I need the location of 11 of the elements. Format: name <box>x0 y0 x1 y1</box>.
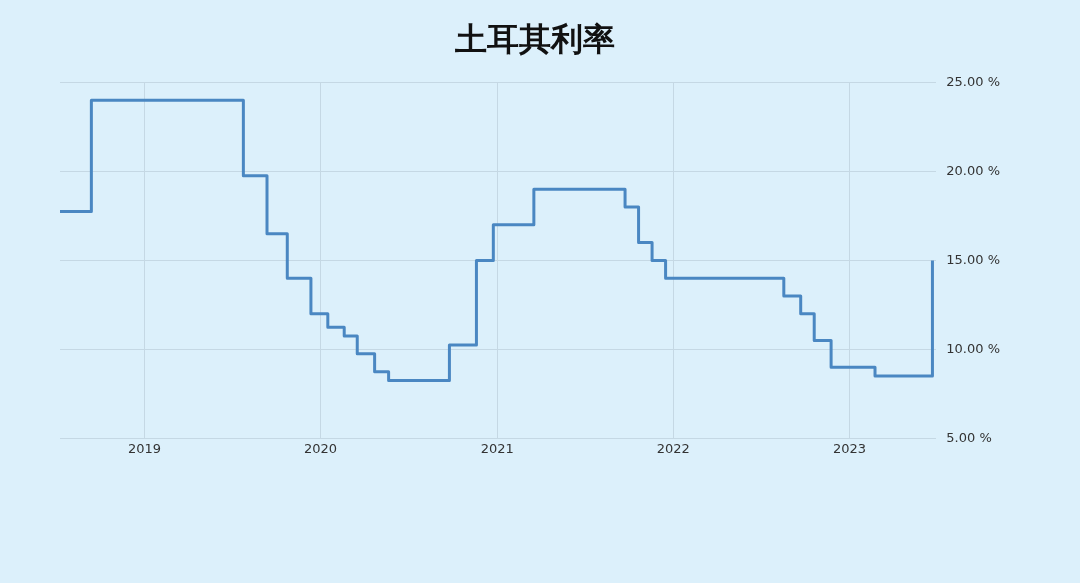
y-tick-label: 20.00 % <box>946 162 1000 178</box>
y-tick-label: 15.00 % <box>946 251 1000 267</box>
y-tick-label: 10.00 % <box>946 340 1000 356</box>
x-tick-label: 2023 <box>832 440 866 456</box>
chart-title: 土耳其利率 <box>454 19 615 58</box>
x-tick-label: 2022 <box>656 440 690 456</box>
y-tick-label: 5.00 % <box>946 429 992 445</box>
x-tick-label: 2020 <box>304 440 338 456</box>
x-tick-label: 2019 <box>127 440 161 456</box>
x-tick-label: 2021 <box>480 440 514 456</box>
y-tick-label: 25.00 % <box>946 73 1000 89</box>
